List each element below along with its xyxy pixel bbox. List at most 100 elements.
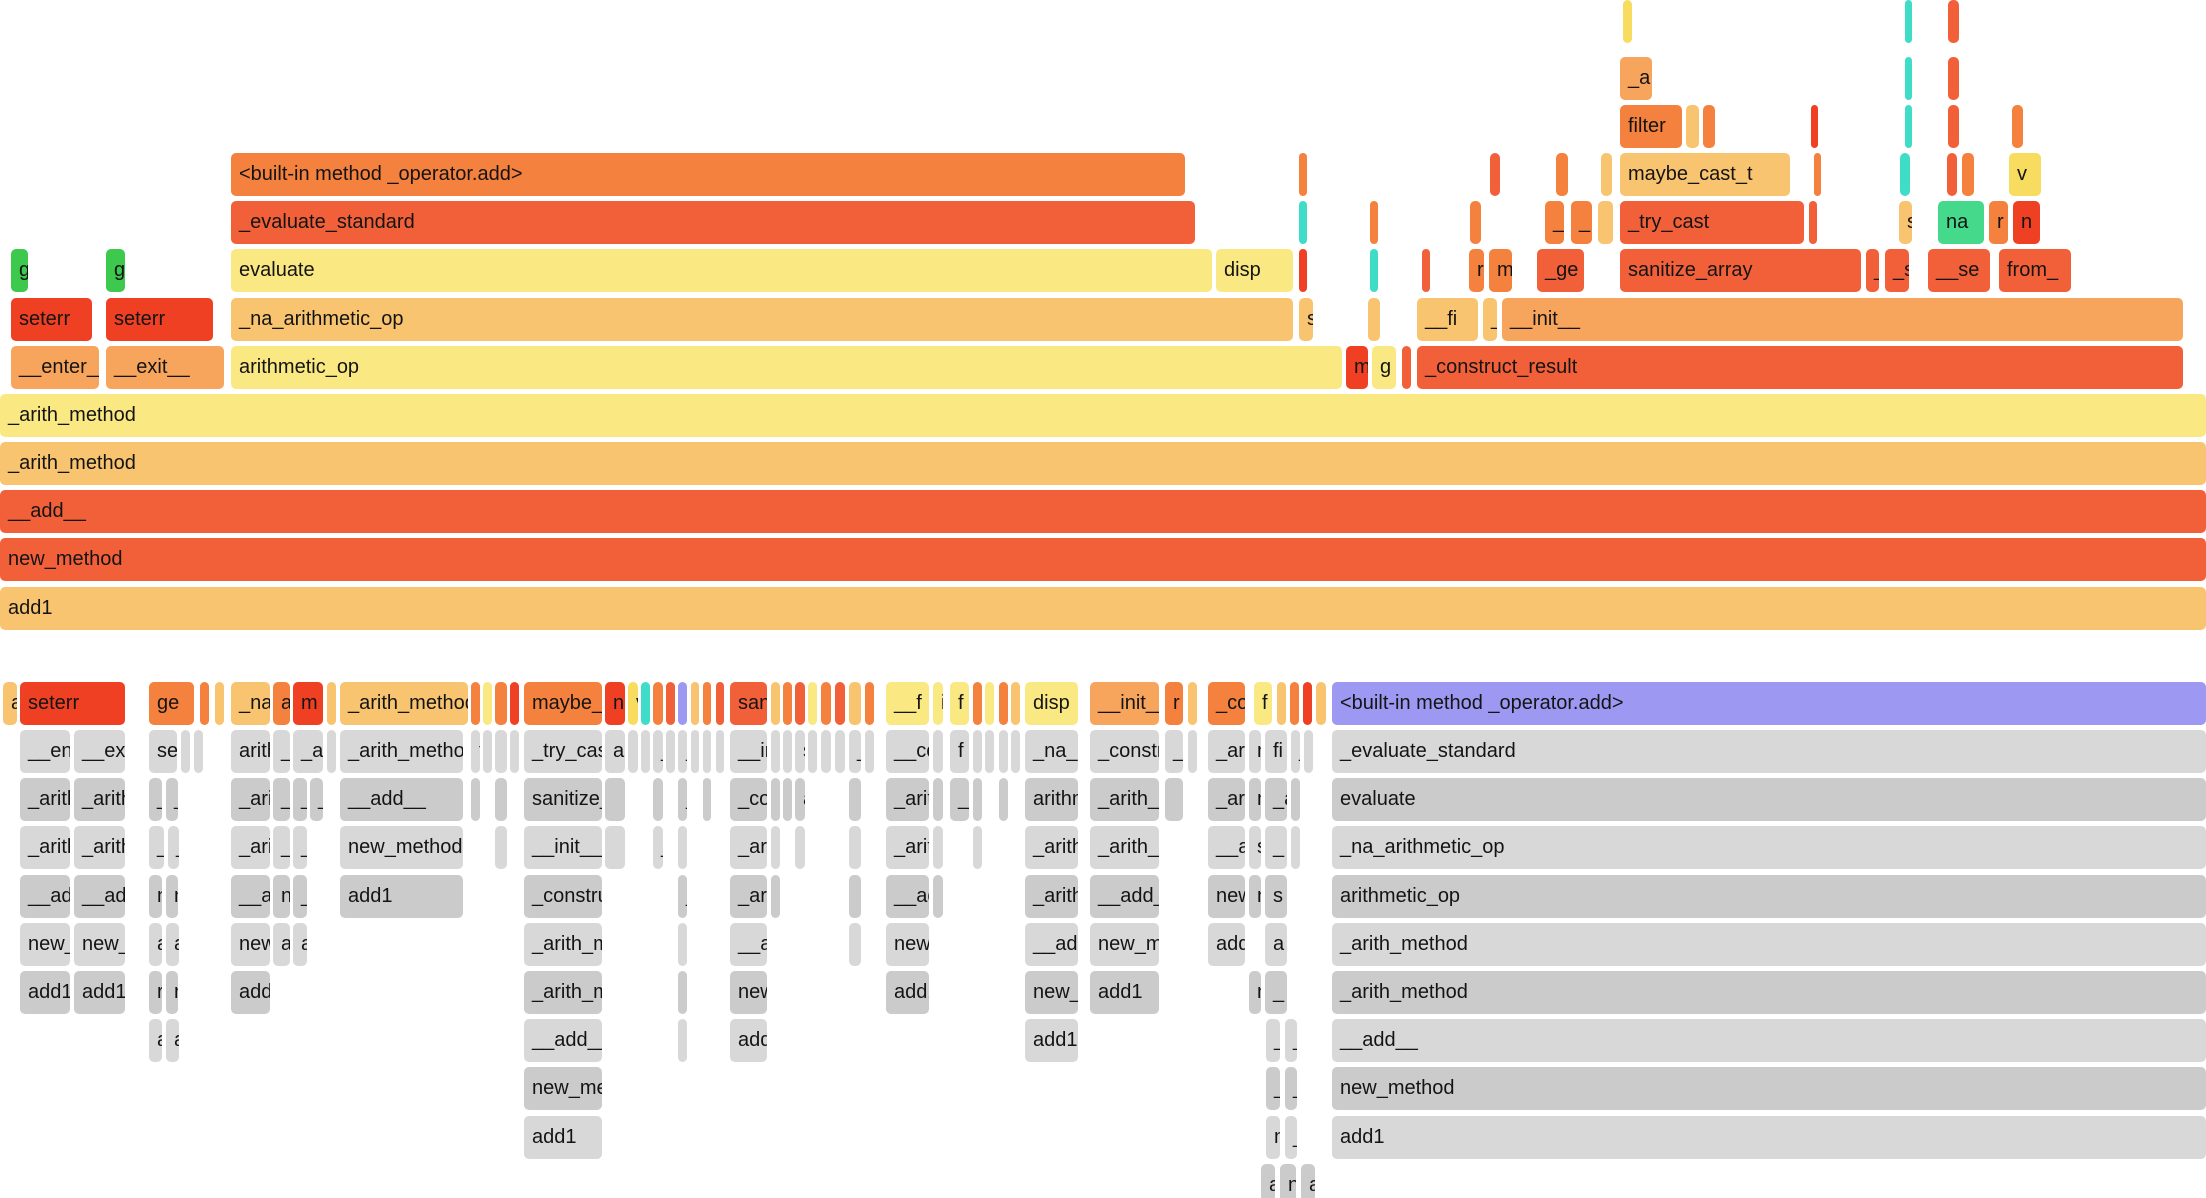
frame-bar[interactable]: _a [1265,778,1287,821]
frame-bar[interactable]: add1 [1025,1019,1078,1062]
frame-bar[interactable]: _ [149,778,162,821]
frame-bar[interactable]: _arith_method [293,730,323,773]
frame-bar[interactable] [483,730,492,773]
frame-bar[interactable] [653,682,663,725]
frame-bar[interactable]: r [1989,201,2008,244]
frame-bar[interactable]: __exit__ [74,730,125,773]
frame-bar[interactable] [1962,153,1974,196]
frame-bar[interactable] [771,682,780,725]
frame-bar[interactable]: _ [950,778,969,821]
frame-bar[interactable]: _arith_method [74,778,125,821]
frame-bar[interactable]: n [1249,971,1261,1014]
frame-bar[interactable]: m [1489,249,1512,292]
frame-bar[interactable]: add1 [730,1019,767,1062]
frame-bar[interactable]: na [1938,201,1984,244]
frame-bar[interactable]: _ [166,778,178,821]
frame-bar[interactable] [999,778,1008,821]
frame-bar[interactable] [933,730,943,773]
frame-bar[interactable]: _arith_method [524,971,602,1014]
frame-bar[interactable]: r [1165,682,1183,725]
frame-bar[interactable]: n [273,875,290,918]
frame-bar[interactable]: _na_arithmetic_op [1025,730,1078,773]
frame-bar[interactable] [849,682,861,725]
frame-bar[interactable] [1809,201,1817,244]
frame-bar[interactable]: _construct_result [1208,682,1245,725]
frame-bar[interactable]: a [3,682,17,725]
frame-bar[interactable] [628,730,638,773]
frame-bar[interactable] [703,730,711,773]
frame-bar[interactable] [1299,201,1307,244]
frame-bar[interactable]: _arith_method [1208,730,1245,773]
frame-bar[interactable]: _ [678,875,687,918]
frame-bar[interactable]: a [1301,1164,1315,1198]
frame-bar[interactable] [783,682,792,725]
frame-bar[interactable]: new_method [74,923,125,966]
frame-bar[interactable]: arithmetic_op [1332,875,2206,918]
frame-bar[interactable]: __add__ [1332,1019,2206,1062]
frame-bar[interactable] [641,730,650,773]
frame-bar[interactable]: _arith_method [1090,778,1159,821]
frame-bar[interactable]: sanitize_array [524,778,602,821]
frame-bar[interactable] [2012,105,2023,148]
frame-bar[interactable]: n [149,875,162,918]
frame-bar[interactable]: r [1469,249,1484,292]
frame-bar[interactable]: s [1265,875,1287,918]
frame-bar[interactable] [716,730,724,773]
frame-bar[interactable]: g [1372,346,1396,389]
frame-bar[interactable] [1905,0,1912,43]
frame-bar[interactable]: __exit__ [106,346,224,389]
frame-bar[interactable]: _ [273,826,290,869]
frame-bar[interactable] [771,730,780,773]
frame-bar[interactable]: add1 [1090,971,1159,1014]
frame-bar[interactable]: _ [849,730,861,773]
frame-bar[interactable]: __enter__ [11,346,99,389]
frame-bar[interactable]: new_method [730,971,767,1014]
frame-bar[interactable]: f [950,730,969,773]
frame-bar[interactable]: _ [1265,826,1287,869]
frame-bar[interactable]: _ [293,826,307,869]
frame-bar[interactable]: a [605,730,625,773]
frame-bar[interactable] [641,682,650,725]
frame-bar[interactable]: __init__ [730,730,767,773]
frame-bar[interactable]: filter [1620,105,1682,148]
frame-bar[interactable]: f [471,730,480,773]
frame-bar[interactable]: s [1249,826,1261,869]
frame-bar[interactable]: m [293,682,323,725]
frame-bar[interactable]: n [605,682,625,725]
frame-bar[interactable] [849,875,861,918]
frame-bar[interactable] [973,682,982,725]
frame-bar[interactable]: arithmetic_op [231,730,270,773]
frame-bar[interactable] [1299,249,1307,292]
frame-bar[interactable]: __add__ [340,778,463,821]
frame-bar[interactable]: new_method [524,1067,602,1110]
frame-bar[interactable] [821,682,831,725]
frame-bar[interactable] [1948,0,1959,43]
frame-bar[interactable] [471,778,480,821]
frame-bar[interactable]: new_method [20,923,70,966]
frame-bar[interactable]: _ge [1537,249,1584,292]
frame-bar[interactable]: __add__ [524,1019,602,1062]
frame-bar[interactable] [200,682,209,725]
frame-bar[interactable] [771,875,780,918]
frame-bar[interactable] [1188,682,1197,725]
frame-bar[interactable] [510,730,519,773]
frame-bar[interactable]: _arith_method [1332,971,2206,1014]
frame-bar[interactable]: maybe_cast_t [524,682,602,725]
frame-bar[interactable] [703,778,711,821]
frame-bar[interactable]: seterr [20,682,125,725]
frame-bar[interactable] [1490,153,1500,196]
frame-bar[interactable] [495,682,507,725]
frame-bar[interactable]: _na_arithmetic_op [1332,826,2206,869]
frame-bar[interactable]: _ [1545,201,1564,244]
frame-bar[interactable]: n [2013,201,2040,244]
frame-bar[interactable] [933,826,943,869]
frame-bar[interactable]: _arith_method [0,394,2206,437]
frame-bar[interactable] [327,730,336,773]
frame-bar[interactable] [1900,153,1910,196]
frame-bar[interactable]: _ [1571,201,1592,244]
frame-bar[interactable]: __add__ [1090,875,1159,918]
frame-bar[interactable] [605,826,625,869]
frame-bar[interactable] [865,730,874,773]
frame-bar[interactable]: __add__ [74,875,125,918]
frame-bar[interactable]: _arith_method [886,826,929,869]
